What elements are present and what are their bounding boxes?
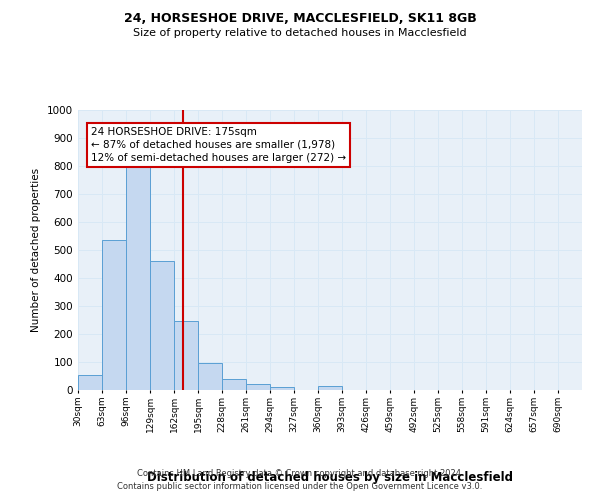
Text: 24, HORSESHOE DRIVE, MACCLESFIELD, SK11 8GB: 24, HORSESHOE DRIVE, MACCLESFIELD, SK11 … [124, 12, 476, 26]
Bar [150, 261, 174, 390]
Bar [78, 374, 102, 390]
Bar [174, 320, 198, 390]
Text: 24 HORSESHOE DRIVE: 175sqm
← 87% of detached houses are smaller (1,978)
12% of s: 24 HORSESHOE DRIVE: 175sqm ← 87% of deta… [91, 127, 346, 163]
Bar [198, 362, 222, 390]
Bar [246, 384, 270, 390]
X-axis label: Distribution of detached houses by size in Macclesfield: Distribution of detached houses by size … [147, 471, 513, 484]
Text: Size of property relative to detached houses in Macclesfield: Size of property relative to detached ho… [133, 28, 467, 38]
Y-axis label: Number of detached properties: Number of detached properties [31, 168, 41, 332]
Bar [102, 240, 126, 390]
Bar [222, 380, 246, 390]
Bar [318, 386, 342, 390]
Bar [126, 158, 150, 390]
Text: Contains HM Land Registry data © Crown copyright and database right 2024.: Contains HM Land Registry data © Crown c… [137, 468, 463, 477]
Bar [270, 387, 294, 390]
Text: Contains public sector information licensed under the Open Government Licence v3: Contains public sector information licen… [118, 482, 482, 491]
